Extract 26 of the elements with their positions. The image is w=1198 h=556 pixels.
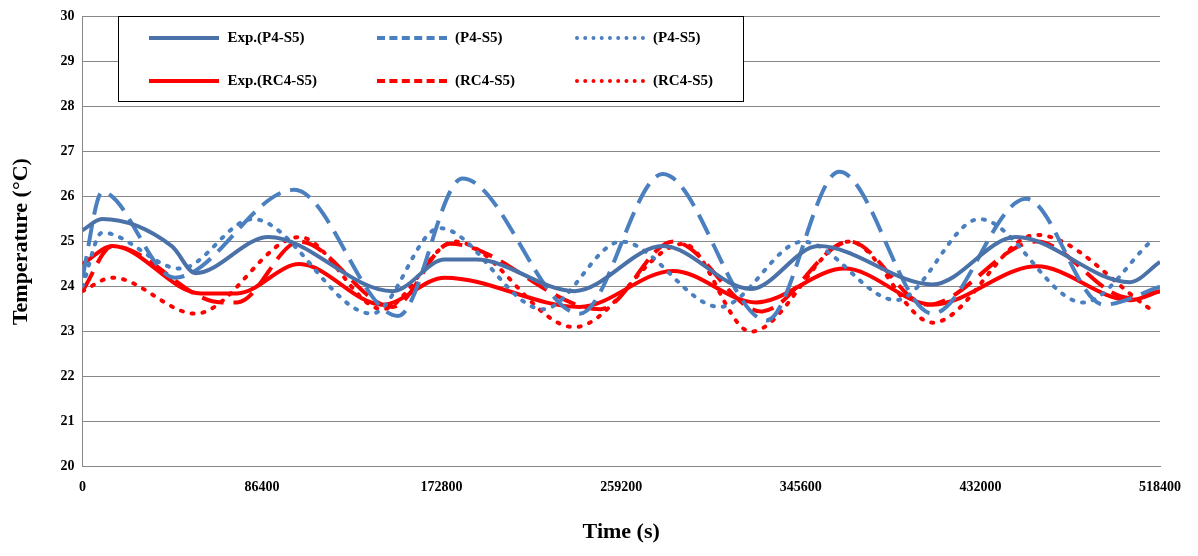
legend-label: (RC4-S5)	[454, 72, 515, 90]
y-tick-label: 24	[60, 278, 75, 294]
y-tick-label: 23	[60, 323, 75, 339]
legend-label: (RC4-S5)	[652, 72, 713, 90]
y-tick-label: 21	[60, 413, 75, 429]
x-axis-title: Time (s)	[582, 518, 660, 544]
legend-label: (P4-S5)	[454, 29, 503, 47]
legend-label: (P4-S5)	[652, 29, 701, 47]
y-axis-title: Temperature (°C)	[6, 158, 32, 326]
x-tick-label: 259200	[600, 478, 643, 494]
legend-label: Exp.(P4-S5)	[227, 29, 305, 47]
legend-label: Exp.(RC4-S5)	[227, 72, 317, 90]
y-tick-label: 20	[60, 458, 75, 474]
y-tick-label: 29	[60, 53, 75, 69]
y-tick-label: 26	[60, 188, 75, 204]
x-tick-label: 172800	[420, 478, 463, 494]
x-tick-label: 345600	[779, 478, 822, 494]
y-tick-label: 25	[60, 233, 75, 249]
y-tick-label: 28	[60, 98, 75, 114]
x-tick-label: 518400	[1139, 478, 1181, 494]
x-tick-label: 0	[78, 478, 86, 494]
y-tick-label: 22	[60, 368, 75, 384]
y-tick-label: 30	[60, 8, 75, 24]
x-tick-label: 432000	[959, 478, 1002, 494]
y-tick-label: 27	[60, 143, 75, 159]
x-tick-label: 86400	[244, 478, 280, 494]
